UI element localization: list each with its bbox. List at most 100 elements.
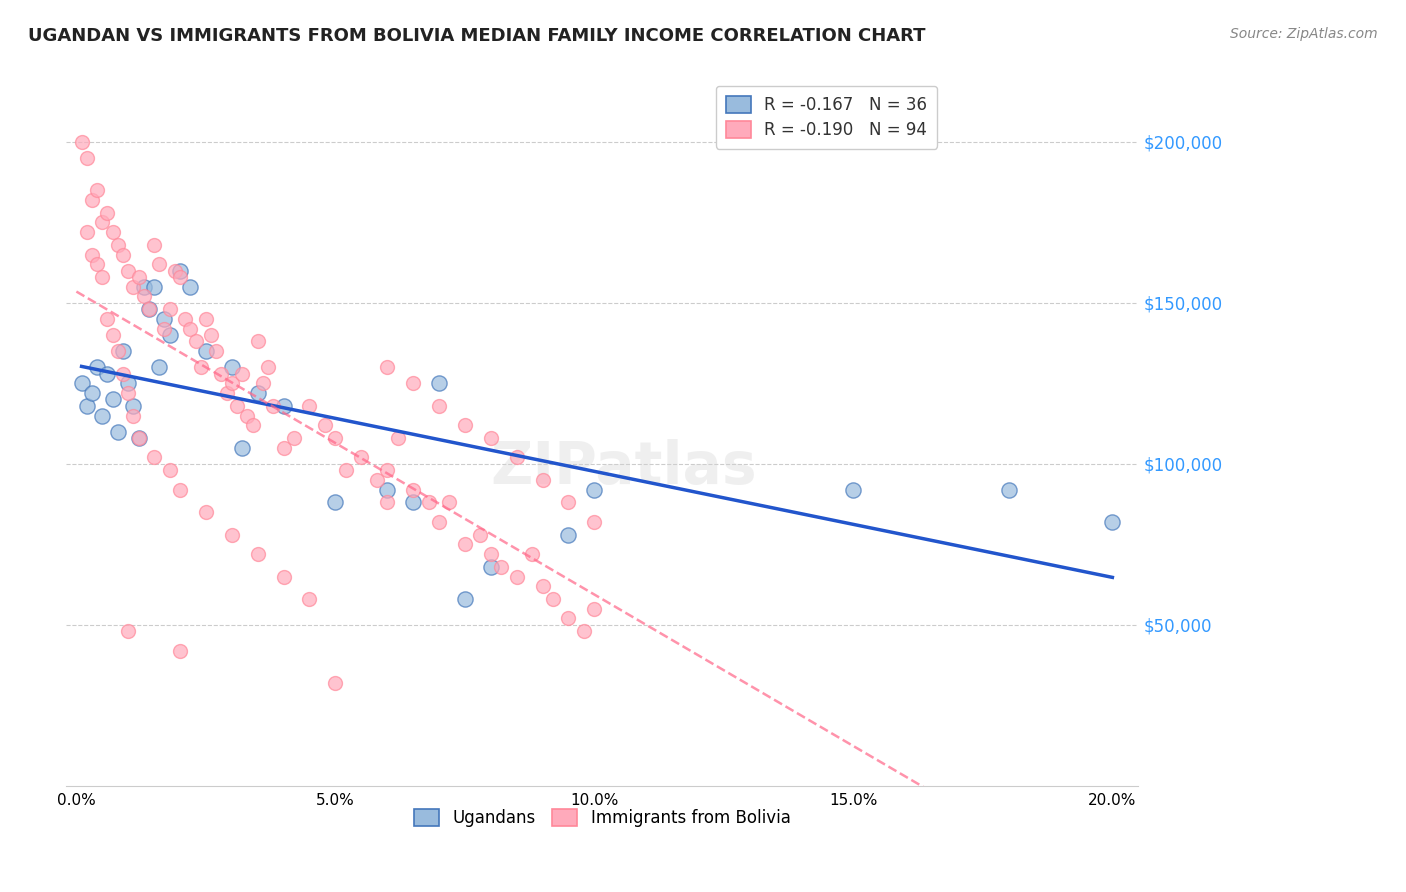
Point	[101, 328, 124, 343]
Point	[479, 559, 502, 574]
Point	[427, 515, 450, 529]
Point	[143, 450, 166, 465]
Point	[557, 527, 579, 541]
Point	[246, 386, 269, 401]
Point	[169, 270, 191, 285]
Point	[194, 344, 217, 359]
Point	[531, 579, 554, 593]
Point	[236, 409, 259, 423]
Point	[531, 473, 554, 487]
Point	[159, 302, 181, 317]
Point	[479, 547, 502, 561]
Point	[375, 483, 398, 497]
Text: Source: ZipAtlas.com: Source: ZipAtlas.com	[1230, 27, 1378, 41]
Point	[231, 441, 253, 455]
Point	[96, 367, 118, 381]
Point	[143, 238, 166, 252]
Point	[842, 483, 865, 497]
Point	[148, 360, 170, 375]
Point	[557, 495, 579, 509]
Point	[122, 409, 145, 423]
Point	[179, 321, 201, 335]
Point	[76, 399, 98, 413]
Point	[143, 279, 166, 293]
Point	[153, 321, 176, 335]
Point	[325, 675, 347, 690]
Point	[231, 367, 253, 381]
Point	[159, 463, 181, 477]
Point	[169, 483, 191, 497]
Point	[205, 344, 228, 359]
Point	[226, 399, 249, 413]
Point	[70, 376, 93, 391]
Point	[76, 151, 98, 165]
Point	[128, 431, 150, 445]
Point	[273, 399, 295, 413]
Point	[80, 386, 103, 401]
Point	[117, 386, 139, 401]
Point	[117, 376, 139, 391]
Point	[479, 431, 502, 445]
Point	[91, 409, 114, 423]
Point	[273, 569, 295, 583]
Point	[190, 360, 212, 375]
Point	[138, 302, 160, 317]
Point	[163, 263, 186, 277]
Point	[583, 601, 606, 615]
Point	[86, 257, 108, 271]
Point	[402, 376, 425, 391]
Point	[169, 643, 191, 657]
Point	[221, 360, 243, 375]
Point	[427, 376, 450, 391]
Point	[572, 624, 595, 639]
Point	[194, 505, 217, 519]
Point	[80, 247, 103, 261]
Point	[387, 431, 409, 445]
Point	[117, 263, 139, 277]
Point	[179, 279, 201, 293]
Point	[117, 624, 139, 639]
Point	[257, 360, 280, 375]
Point	[522, 547, 544, 561]
Point	[107, 238, 129, 252]
Point	[314, 418, 336, 433]
Point	[252, 376, 274, 391]
Point	[350, 450, 373, 465]
Point	[375, 360, 398, 375]
Point	[128, 270, 150, 285]
Point	[91, 215, 114, 229]
Point	[169, 263, 191, 277]
Point	[298, 399, 321, 413]
Point	[505, 450, 527, 465]
Text: UGANDAN VS IMMIGRANTS FROM BOLIVIA MEDIAN FAMILY INCOME CORRELATION CHART: UGANDAN VS IMMIGRANTS FROM BOLIVIA MEDIA…	[28, 27, 925, 45]
Point	[246, 547, 269, 561]
Point	[242, 418, 264, 433]
Point	[132, 279, 155, 293]
Point	[86, 183, 108, 197]
Point	[159, 328, 181, 343]
Point	[583, 483, 606, 497]
Point	[489, 559, 512, 574]
Point	[335, 463, 357, 477]
Point	[298, 592, 321, 607]
Point	[402, 495, 425, 509]
Legend: Ugandans, Immigrants from Bolivia: Ugandans, Immigrants from Bolivia	[408, 803, 797, 834]
Point	[402, 483, 425, 497]
Point	[111, 344, 134, 359]
Point	[122, 399, 145, 413]
Point	[138, 302, 160, 317]
Point	[1101, 515, 1123, 529]
Point	[96, 312, 118, 326]
Point	[375, 463, 398, 477]
Point	[262, 399, 284, 413]
Point	[541, 592, 564, 607]
Point	[111, 367, 134, 381]
Point	[200, 328, 222, 343]
Point	[246, 334, 269, 349]
Point	[283, 431, 305, 445]
Point	[86, 360, 108, 375]
Point	[80, 193, 103, 207]
Point	[583, 515, 606, 529]
Text: ZIPatlas: ZIPatlas	[491, 439, 756, 496]
Point	[70, 135, 93, 149]
